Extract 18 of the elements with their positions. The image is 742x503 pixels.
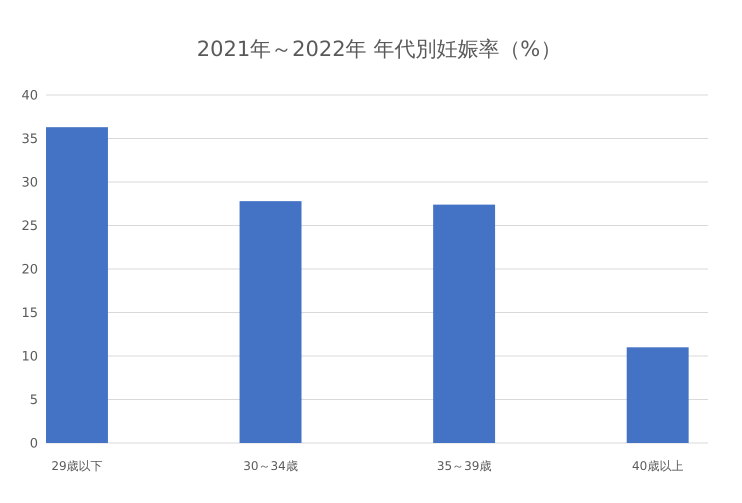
- y-tick-label: 35: [21, 132, 38, 148]
- bar: [46, 127, 108, 443]
- x-tick-label: 30～34歳: [243, 459, 298, 473]
- y-tick-label: 20: [21, 262, 38, 278]
- x-tick-label: 35～39歳: [436, 459, 492, 473]
- bar: [626, 347, 689, 443]
- chart-title: 2021年～2022年 年代別妊娠率（%）: [196, 37, 562, 61]
- y-tick-label: 40: [21, 88, 38, 104]
- bar: [433, 204, 496, 443]
- bar: [240, 201, 302, 443]
- y-tick-label: 15: [21, 306, 38, 322]
- x-tick-label: 29歳以下: [51, 459, 103, 473]
- x-tick-label: 40歳以上: [632, 459, 684, 473]
- y-tick-label: 0: [30, 436, 38, 452]
- y-tick-label: 5: [30, 393, 38, 408]
- y-tick-label: 30: [21, 176, 38, 191]
- y-tick-label: 10: [21, 350, 38, 365]
- y-tick-label: 25: [21, 219, 38, 234]
